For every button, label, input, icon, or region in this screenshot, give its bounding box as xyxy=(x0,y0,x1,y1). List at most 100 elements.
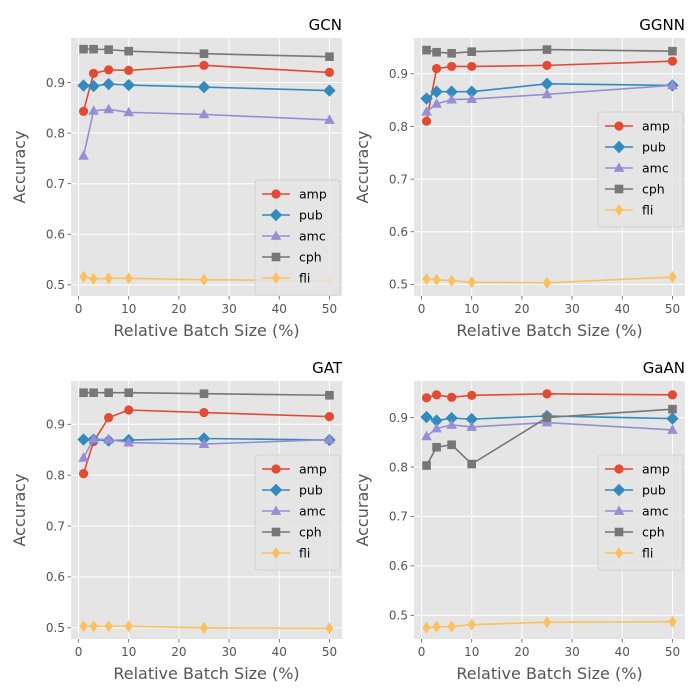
series-cph xyxy=(422,404,677,470)
data-point-fli xyxy=(199,621,209,634)
data-point-amc xyxy=(123,436,135,447)
legend-marker-cph xyxy=(271,252,281,262)
data-point-amp xyxy=(324,412,335,422)
data-point-cph xyxy=(447,48,456,58)
legend-label-cph: cph xyxy=(299,525,322,540)
legend-label-amp: amp xyxy=(642,462,670,477)
legend-marker-fli xyxy=(271,272,281,284)
data-point-amp xyxy=(78,106,89,116)
data-point-pub xyxy=(87,79,100,93)
series-amp xyxy=(421,389,678,403)
legend-marker-amp xyxy=(271,189,281,199)
data-point-pub xyxy=(122,78,135,92)
data-point-fli xyxy=(422,621,431,634)
x-tick-label: 50 xyxy=(322,302,337,316)
legend-frame xyxy=(597,454,684,571)
x-tick-label: 50 xyxy=(665,645,680,659)
data-point-cph xyxy=(104,45,113,54)
y-tick-label: 0.5 xyxy=(389,278,408,292)
data-point-cph xyxy=(467,47,477,56)
data-point-pub xyxy=(430,85,443,98)
x-tick-label: 20 xyxy=(171,302,186,316)
x-tick-label: 10 xyxy=(121,645,136,659)
data-point-pub xyxy=(420,410,433,424)
legend-marker-amp xyxy=(271,464,281,474)
data-point-amc xyxy=(103,433,114,444)
data-point-fli xyxy=(89,620,98,633)
x-tick-label: 0 xyxy=(75,645,83,659)
legend-frame xyxy=(254,454,341,571)
legend-label-pub: pub xyxy=(642,483,666,498)
panel-title: GCN xyxy=(309,16,342,34)
x-axis-label: Relative Batch Size (%) xyxy=(113,664,299,683)
series-pub xyxy=(420,77,679,105)
panel-title: GAT xyxy=(312,359,343,377)
legend-marker-amp xyxy=(614,464,624,474)
data-point-amc xyxy=(123,106,135,117)
y-tick-label: 0.7 xyxy=(389,510,408,524)
legend-marker-pub xyxy=(612,140,626,154)
legend-marker-amc xyxy=(613,505,625,515)
x-tick-label: 40 xyxy=(615,302,630,316)
data-point-cph xyxy=(79,388,88,398)
legend-marker-fli xyxy=(271,547,281,559)
y-tick-label: 0.7 xyxy=(389,172,408,186)
legend-label-amc: amc xyxy=(299,229,326,244)
series-line-amp xyxy=(425,60,673,122)
data-point-fli xyxy=(422,273,431,286)
x-axis-label: Relative Batch Size (%) xyxy=(456,321,642,340)
data-point-amp xyxy=(421,393,432,403)
x-tick-label: 20 xyxy=(171,645,186,659)
x-tick-label: 0 xyxy=(75,302,83,316)
data-point-amp xyxy=(124,65,134,75)
y-tick-label: 0.6 xyxy=(46,228,65,242)
data-point-amc xyxy=(421,430,432,441)
data-point-amc xyxy=(78,150,89,160)
series-fli xyxy=(79,620,334,635)
data-point-amc xyxy=(431,422,442,433)
legend-marker-amc xyxy=(270,505,282,515)
legend-label-cph: cph xyxy=(642,182,665,197)
data-point-pub xyxy=(445,85,458,98)
data-point-amp xyxy=(467,61,477,72)
legend-label-amc: amc xyxy=(299,504,326,519)
data-point-amp xyxy=(324,67,335,77)
chart-panel-gaan: 0 10 20 30 40 50 0.5 0.6 0.7 0.8 0.9 Relative Batch… xyxy=(353,359,685,683)
data-point-cph xyxy=(668,46,677,56)
data-point-amc xyxy=(198,108,210,119)
x-tick-label: 10 xyxy=(464,645,479,659)
series-line-amp xyxy=(82,409,330,474)
legend-label-amc: amc xyxy=(642,504,669,519)
data-point-amp xyxy=(104,413,114,423)
data-point-fli xyxy=(79,620,88,633)
data-point-fli xyxy=(542,276,552,289)
series-fli xyxy=(422,271,677,289)
data-point-amc xyxy=(324,433,335,444)
data-point-cph xyxy=(199,49,209,58)
data-point-amp xyxy=(447,392,457,402)
y-tick-label: 0.8 xyxy=(389,460,408,474)
data-point-amp xyxy=(199,407,209,418)
y-tick-label: 0.7 xyxy=(46,177,65,191)
legend: amp pub amc cph fli xyxy=(254,179,341,296)
legend-label-amc: amc xyxy=(642,161,669,176)
legend-marker-cph xyxy=(271,527,281,537)
data-point-pub xyxy=(465,412,478,426)
data-point-pub xyxy=(540,77,554,91)
data-point-pub xyxy=(445,411,458,425)
legend-label-fli: fli xyxy=(642,203,653,218)
x-tick-label: 40 xyxy=(615,645,630,659)
legend-marker-pub xyxy=(269,483,283,497)
data-point-fli xyxy=(447,274,456,287)
legend-frame xyxy=(254,179,341,296)
y-tick-label: 0.9 xyxy=(389,411,408,425)
data-point-cph xyxy=(89,44,98,54)
data-point-amc xyxy=(78,452,89,462)
data-point-cph xyxy=(422,45,431,55)
legend-marker-amc xyxy=(270,230,282,240)
legend-label-pub: pub xyxy=(642,140,666,155)
data-point-amp xyxy=(104,65,114,75)
data-point-pub xyxy=(430,414,443,427)
data-point-amc xyxy=(88,433,99,443)
